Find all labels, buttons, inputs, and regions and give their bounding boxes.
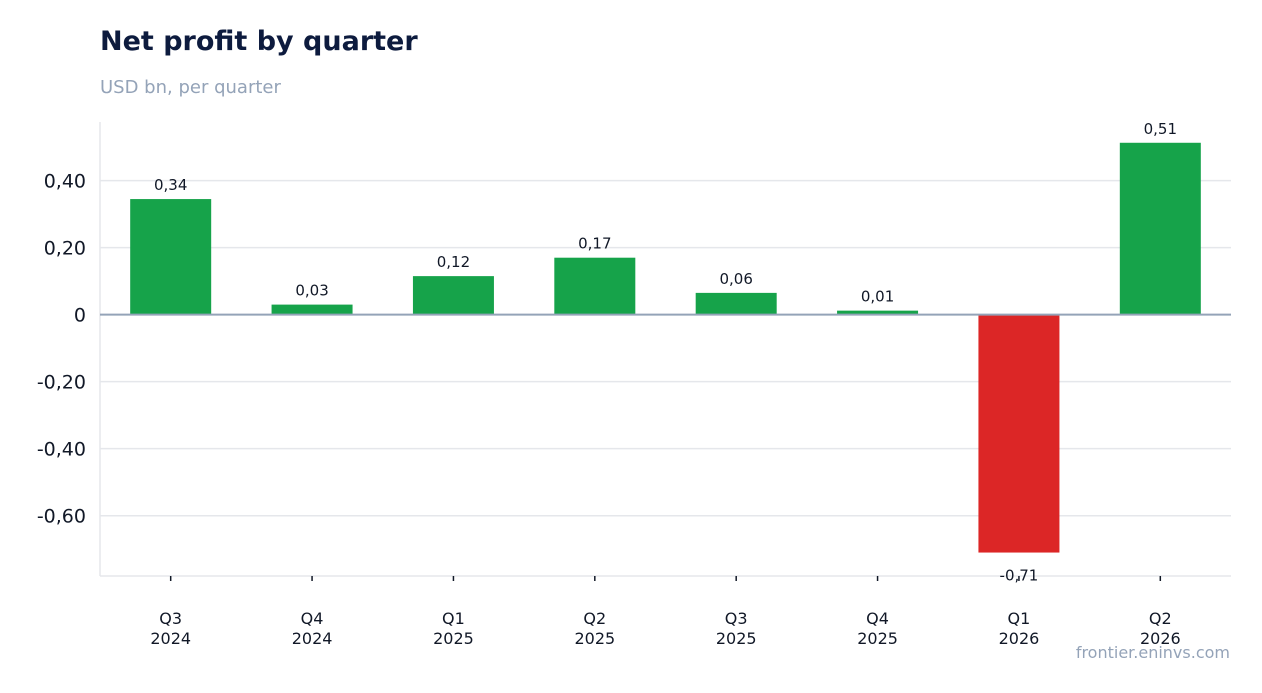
bar-q3-2025 xyxy=(695,292,777,315)
bars xyxy=(130,142,1201,553)
data-label: 0,01 xyxy=(861,288,894,306)
data-labels: 0,34 0,03 0,12 0,17 0,06 0,01 -0,71 0,51 xyxy=(100,120,1231,585)
x-tick-label: Q1 2025 xyxy=(433,609,474,648)
x-tick-label: Q2 2025 xyxy=(574,609,615,648)
x-tick-label: Q1 2026 xyxy=(999,609,1040,648)
bar-q1-2025 xyxy=(412,276,494,315)
data-label: 0,17 xyxy=(578,235,611,253)
x-tick-label: Q3 2025 xyxy=(716,609,757,648)
x-tick-label: Q3 2024 xyxy=(150,609,191,648)
data-label: 0,06 xyxy=(719,270,752,288)
data-label: 0,34 xyxy=(154,176,187,194)
chart-title: Net profit by quarter xyxy=(100,26,418,57)
axes xyxy=(99,122,1231,581)
bar-q1-2026 xyxy=(978,314,1060,553)
data-label: -0,71 xyxy=(1000,567,1039,585)
y-tick-label: 0,40 xyxy=(44,171,86,193)
chart-subtitle: USD bn, per quarter xyxy=(100,77,281,98)
x-tick-label: Q2 2026 xyxy=(1140,609,1181,648)
bar-q2-2025 xyxy=(554,257,636,315)
y-tick-label: 0,20 xyxy=(44,238,86,260)
data-label: 0,51 xyxy=(1144,120,1177,138)
bar-q4-2025 xyxy=(837,310,919,315)
y-tick-label: 0 xyxy=(74,305,86,327)
bar-q2-2026 xyxy=(1119,142,1201,315)
y-tick-label: -0,20 xyxy=(37,372,86,394)
bar-q4-2024 xyxy=(271,304,353,315)
tick-labels: 0,40 0,20 0 -0,20 -0,40 -0,60 Q3 2024 Q4 2024 Q1 20… xyxy=(37,171,1181,648)
y-tick-label: -0,40 xyxy=(37,439,86,461)
data-label: 0,12 xyxy=(437,253,470,271)
y-tick-label: -0,60 xyxy=(37,506,86,528)
data-label: 0,03 xyxy=(295,282,328,300)
x-tick-label: Q4 2025 xyxy=(857,609,898,648)
x-tick-label: Q4 2024 xyxy=(292,609,333,648)
gridlines xyxy=(100,179,1231,517)
source-credit: frontier.eninvs.com xyxy=(1075,643,1230,662)
bar-q3-2024 xyxy=(130,199,212,315)
